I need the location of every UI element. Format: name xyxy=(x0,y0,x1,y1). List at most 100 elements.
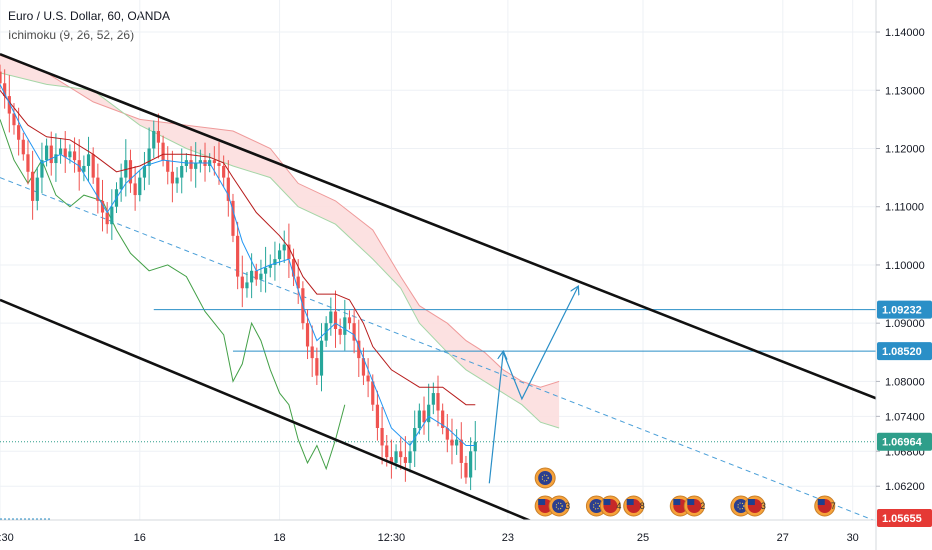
price-axis-label: 1.12000 xyxy=(885,143,925,155)
candle xyxy=(156,113,161,159)
candle-body xyxy=(375,404,380,428)
candle xyxy=(464,455,468,484)
time-axis-label: 27 xyxy=(777,532,789,544)
flag-canton xyxy=(673,499,681,505)
candle-body xyxy=(31,171,35,201)
channel-mid-dashed-line xyxy=(0,177,875,520)
price-axis-label: 1.14000 xyxy=(885,27,925,39)
candle xyxy=(245,271,249,298)
candle xyxy=(436,375,440,427)
event-marker[interactable]: 8 xyxy=(623,495,645,517)
event-marker[interactable]: 7 xyxy=(814,495,836,517)
flag-eu-icon xyxy=(589,499,604,513)
candle-body xyxy=(21,139,25,155)
candle xyxy=(170,150,175,203)
candle xyxy=(263,246,268,293)
chikou-span xyxy=(0,119,346,471)
candle-body xyxy=(319,340,324,376)
candle xyxy=(86,136,91,182)
candle xyxy=(422,396,426,435)
price-axis-label: 1.09000 xyxy=(885,318,925,330)
candle-body xyxy=(100,200,105,213)
event-count: 7 xyxy=(831,501,836,511)
candle xyxy=(366,358,370,398)
candle xyxy=(431,382,435,415)
candle xyxy=(3,69,7,109)
event-marker[interactable]: 2 xyxy=(683,495,705,517)
flag-canton xyxy=(817,499,825,505)
candle xyxy=(49,131,53,176)
candle xyxy=(347,310,352,330)
candle-body xyxy=(273,259,277,265)
candle-body xyxy=(96,177,100,201)
price-label-tag: 1.06964 xyxy=(877,432,932,451)
event-marker[interactable] xyxy=(534,467,556,489)
candle-body xyxy=(105,212,109,225)
candle-body xyxy=(175,177,179,184)
candle xyxy=(166,146,170,185)
flag-stars xyxy=(737,502,745,510)
price-axis-label: 1.07400 xyxy=(885,411,925,423)
price-label-text: 1.06964 xyxy=(882,437,923,449)
flag-eu-icon xyxy=(538,471,553,485)
candle-body xyxy=(194,163,198,169)
candle-body xyxy=(166,160,170,172)
candle-body xyxy=(361,358,366,376)
candle-body xyxy=(54,154,58,164)
candle-body xyxy=(231,200,235,236)
candle-body xyxy=(226,177,230,201)
candle-body xyxy=(91,154,95,178)
event-marker[interactable]: 3 xyxy=(548,495,570,517)
chart-title[interactable]: Euro / U.S. Dollar, 60, OANDA xyxy=(8,9,171,23)
candle-body xyxy=(189,160,193,169)
candle-body xyxy=(343,317,347,335)
candle-body xyxy=(138,177,142,196)
event-count: 8 xyxy=(640,501,645,511)
candle xyxy=(26,140,30,185)
candle xyxy=(194,142,198,188)
candle xyxy=(189,146,193,182)
event-marker[interactable]: 4 xyxy=(599,495,621,517)
candle xyxy=(319,323,324,392)
candle-body xyxy=(156,131,161,143)
candle xyxy=(82,155,86,182)
flag-stars xyxy=(592,502,600,510)
candle-body xyxy=(357,340,361,359)
candle xyxy=(310,325,314,377)
candle xyxy=(338,318,342,345)
candle-body xyxy=(282,244,286,251)
candle-body xyxy=(441,410,445,428)
candle xyxy=(333,290,338,348)
candle xyxy=(175,167,179,193)
candle-body xyxy=(119,177,123,190)
candle-body xyxy=(385,445,389,458)
candle-body xyxy=(408,451,412,463)
candle-body xyxy=(296,276,300,289)
flag-canton xyxy=(687,499,695,505)
candle xyxy=(282,230,286,263)
candle xyxy=(231,193,235,243)
indicator-legend[interactable]: Ichimoku (9, 26, 52, 26) xyxy=(8,28,135,42)
candle-body xyxy=(17,125,21,140)
candle xyxy=(110,189,114,240)
flag-canton xyxy=(626,499,634,505)
candle-body xyxy=(254,270,258,280)
candle xyxy=(445,414,449,453)
candle xyxy=(329,297,333,336)
candle xyxy=(96,163,100,214)
candle xyxy=(72,137,77,173)
plot-area xyxy=(0,52,876,520)
candle-body xyxy=(268,264,272,268)
candle-body xyxy=(72,151,77,161)
candle-body xyxy=(403,457,407,463)
candle-body xyxy=(329,311,333,324)
candle xyxy=(105,202,109,234)
senkou-span-a xyxy=(0,54,560,388)
candle xyxy=(35,167,39,211)
candle-body xyxy=(58,148,63,155)
candle xyxy=(315,347,319,386)
candle xyxy=(54,133,58,182)
event-marker[interactable]: 3 xyxy=(744,495,766,517)
candle xyxy=(375,390,380,441)
